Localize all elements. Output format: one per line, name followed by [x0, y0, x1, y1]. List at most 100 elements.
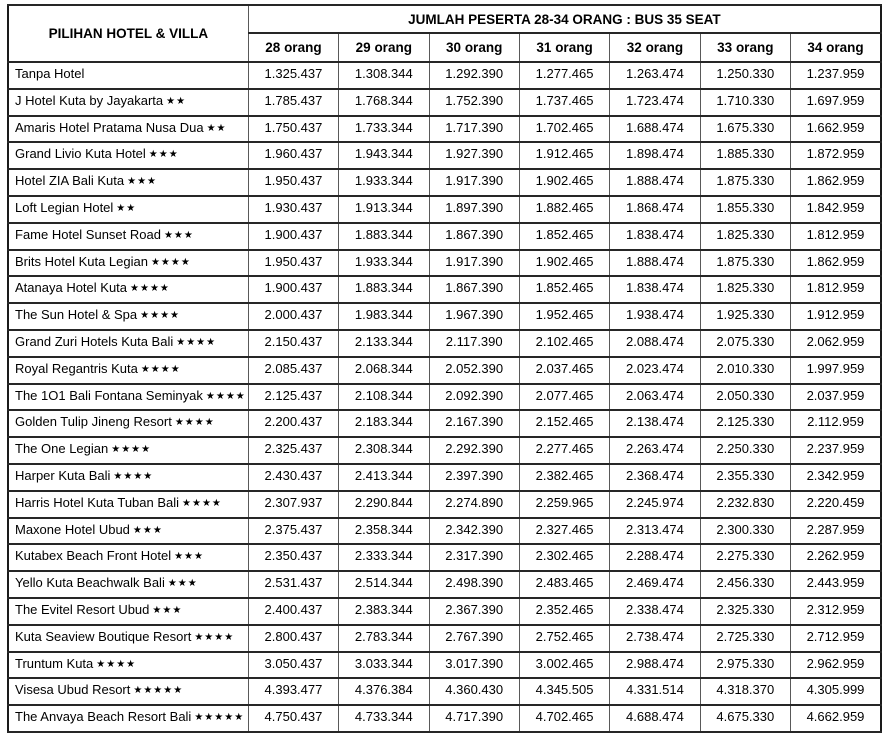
- star-rating: ★★★★: [96, 658, 137, 670]
- column-header-28-orang: 28 orang: [247, 32, 340, 63]
- hotel-name-cell: Atanaya Hotel Kuta ★★★★: [7, 275, 249, 305]
- column-header-32-orang: 32 orang: [609, 32, 701, 63]
- hotel-name: The One Legian: [15, 441, 109, 457]
- star-rating: ★★★★: [174, 417, 215, 429]
- price-cell: 2.413.344: [338, 462, 430, 492]
- hotel-name: Golden Tulip Jineng Resort: [15, 414, 172, 430]
- hotel-name-cell: Truntum Kuta ★★★★: [7, 650, 249, 680]
- price-cell: 2.108.344: [338, 382, 430, 412]
- price-cell: 2.300.330: [699, 516, 792, 546]
- price-cell: 1.875.330: [699, 248, 792, 278]
- star-rating: ★★★★: [194, 631, 235, 643]
- table-row: Truntum Kuta ★★★★ 3.050.437 3.033.344 3.017.…: [7, 650, 882, 680]
- price-cell: 1.737.465: [518, 87, 611, 117]
- column-header-33-orang: 33 orang: [699, 32, 792, 63]
- price-cell: 1.250.330: [699, 61, 792, 90]
- hotel-name: The Sun Hotel & Spa: [15, 307, 138, 323]
- price-cell: 1.842.959: [790, 194, 882, 224]
- hotel-name-cell: The 1O1 Bali Fontana Seminyak ★★★★: [7, 382, 249, 412]
- price-cell: 1.912.959: [790, 302, 882, 331]
- price-cell: 1.960.437: [247, 141, 340, 171]
- price-cell: 2.456.330: [699, 570, 792, 599]
- price-cell: 2.068.344: [338, 355, 430, 385]
- hotel-name-cell: Royal Regantris Kuta ★★★★: [7, 355, 249, 385]
- price-cell: 4.702.465: [518, 704, 611, 733]
- price-cell: 2.023.474: [609, 355, 701, 385]
- table-row: J Hotel Kuta by Jayakarta ★★ 1.785.437 1.76…: [7, 87, 882, 117]
- group-header-row: PILIHAN HOTEL & VILLA JUMLAH PESERTA 28-…: [7, 4, 882, 63]
- price-cell: 1.872.959: [790, 141, 882, 171]
- price-cell: 2.232.830: [699, 489, 792, 519]
- table-row: Tanpa Hotel 1.325.437 1.308.344 1.292.390 1.…: [7, 61, 882, 90]
- price-cell: 2.430.437: [247, 462, 340, 492]
- price-cell: 4.688.474: [609, 704, 701, 733]
- price-cell: 2.317.390: [428, 543, 520, 573]
- hotel-name-cell: Golden Tulip Jineng Resort ★★★★: [7, 409, 249, 439]
- table-row: The One Legian ★★★★ 2.325.437 2.308.344 2.29…: [7, 436, 882, 465]
- price-cell: 2.367.390: [428, 596, 520, 626]
- price-cell: 2.355.330: [699, 462, 792, 492]
- price-cell: 2.333.344: [338, 543, 430, 573]
- hotel-name-cell: Harris Hotel Kuta Tuban Bali ★★★★: [7, 489, 249, 519]
- price-cell: 1.862.959: [790, 248, 882, 278]
- price-cell: 1.292.390: [428, 61, 520, 90]
- table-row: Grand Zuri Hotels Kuta Bali ★★★★ 2.150.437…: [7, 328, 882, 358]
- price-cell: 2.183.344: [338, 409, 430, 439]
- price-cell: 1.852.465: [518, 221, 611, 251]
- price-cell: 1.902.465: [518, 248, 611, 278]
- hotel-name: Atanaya Hotel Kuta: [15, 280, 128, 296]
- price-cell: 2.292.390: [428, 436, 520, 465]
- hotel-name: Brits Hotel Kuta Legian: [15, 253, 148, 269]
- price-cell: 1.868.474: [609, 194, 701, 224]
- price-cell: 1.883.344: [338, 275, 430, 305]
- table-row: Royal Regantris Kuta ★★★★ 2.085.437 2.068.3…: [7, 355, 882, 385]
- price-cell: 2.725.330: [699, 623, 792, 653]
- price-cell: 1.902.465: [518, 168, 611, 197]
- hotel-name: Fame Hotel Sunset Road: [15, 226, 161, 242]
- price-cell: 1.938.474: [609, 302, 701, 331]
- price-cell: 4.750.437: [247, 704, 340, 733]
- price-cell: 2.302.465: [518, 543, 611, 573]
- hotel-name-cell: Kuta Seaview Boutique Resort ★★★★: [7, 623, 249, 653]
- table-row: Golden Tulip Jineng Resort ★★★★ 2.200.437 2…: [7, 409, 882, 439]
- price-cell: 2.200.437: [247, 409, 340, 439]
- hotel-name-cell: Fame Hotel Sunset Road ★★★: [7, 221, 249, 251]
- table-row: Fame Hotel Sunset Road ★★★ 1.900.437 1.883.…: [7, 221, 882, 251]
- price-cell: 1.862.959: [790, 168, 882, 197]
- price-cell: 1.983.344: [338, 302, 430, 331]
- price-cell: 1.855.330: [699, 194, 792, 224]
- hotel-name: Yello Kuta Beachwalk Bali: [15, 575, 165, 591]
- price-cell: 1.867.390: [428, 275, 520, 305]
- price-cell: 2.514.344: [338, 570, 430, 599]
- price-cell: 3.017.390: [428, 650, 520, 680]
- price-cell: 1.697.959: [790, 87, 882, 117]
- hotel-name-cell: Grand Livio Kuta Hotel ★★★: [7, 141, 249, 171]
- price-cell: 1.925.330: [699, 302, 792, 331]
- price-cell: 1.768.344: [338, 87, 430, 117]
- price-cell: 1.943.344: [338, 141, 430, 171]
- price-cell: 2.325.437: [247, 436, 340, 465]
- price-cell: 2.397.390: [428, 462, 520, 492]
- hotel-name: J Hotel Kuta by Jayakarta: [15, 92, 164, 108]
- hotel-name-cell: Brits Hotel Kuta Legian ★★★★: [7, 248, 249, 278]
- star-rating: ★★★★: [176, 336, 217, 348]
- price-cell: 1.733.344: [338, 114, 430, 144]
- price-cell: 2.237.959: [790, 436, 882, 465]
- table-row: The 1O1 Bali Fontana Seminyak ★★★★ 2.125.4…: [7, 382, 882, 412]
- price-cell: 2.783.344: [338, 623, 430, 653]
- price-cell: 1.897.390: [428, 194, 520, 224]
- price-cell: 2.313.474: [609, 516, 701, 546]
- hotel-name-cell: The One Legian ★★★★: [7, 436, 249, 465]
- price-cell: 2.010.330: [699, 355, 792, 385]
- price-cell: 1.888.474: [609, 248, 701, 278]
- column-header-29-orang: 29 orang: [338, 32, 430, 63]
- price-cell: 2.975.330: [699, 650, 792, 680]
- price-cell: 2.037.465: [518, 355, 611, 385]
- hotel-name-cell: J Hotel Kuta by Jayakarta ★★: [7, 87, 249, 117]
- star-rating: ★★★★: [140, 310, 180, 322]
- price-cell: 1.898.474: [609, 141, 701, 171]
- table-row: Atanaya Hotel Kuta ★★★★ 1.900.437 1.883.344…: [7, 275, 882, 305]
- table-row: Yello Kuta Beachwalk Bali ★★★ 2.531.437 2.5…: [7, 570, 882, 599]
- price-cell: 1.933.344: [338, 248, 430, 278]
- price-cell: 2.275.330: [699, 543, 792, 573]
